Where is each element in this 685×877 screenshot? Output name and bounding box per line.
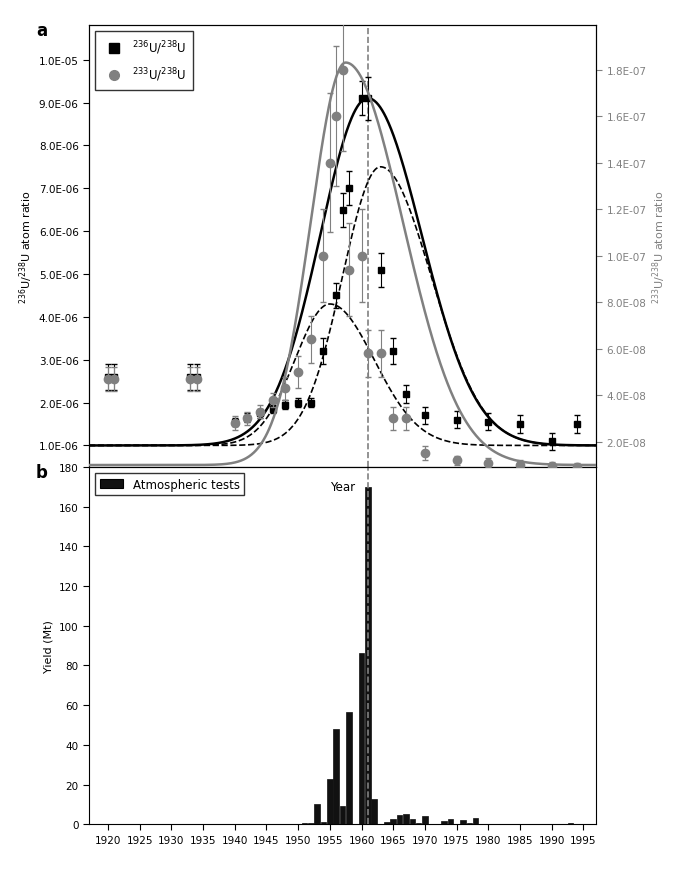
Bar [365,488,371,824]
Text: a: a [36,22,47,39]
Bar [403,814,408,824]
Bar [346,712,351,824]
Bar [334,729,339,824]
Y-axis label: $^{236}$U/$^{238}$U atom ratio: $^{236}$U/$^{238}$U atom ratio [17,190,34,303]
Bar [390,818,396,824]
Bar [473,818,478,824]
Y-axis label: Yield (Mt): Yield (Mt) [43,619,53,673]
Bar [460,820,466,824]
Bar [397,815,402,824]
Bar [416,823,421,824]
Legend: Atmospheric tests: Atmospheric tests [95,474,245,496]
Bar [308,823,314,824]
Bar [384,822,390,824]
Bar [441,821,447,824]
Bar [321,822,326,824]
Text: b: b [36,464,48,481]
Bar [371,800,377,824]
Text: Year: Year [330,481,355,493]
Bar [359,652,364,824]
Bar [327,780,332,824]
Bar [410,819,415,824]
Legend: $^{236}$U/$^{238}$U, $^{233}$U/$^{238}$U: $^{236}$U/$^{238}$U, $^{233}$U/$^{238}$U [95,32,193,91]
Bar [466,823,472,824]
Bar [340,807,345,824]
Bar [568,823,573,824]
Bar [447,818,453,824]
Y-axis label: $^{233}$U/$^{238}$U atom ratio: $^{233}$U/$^{238}$U atom ratio [651,190,668,303]
Bar [422,816,427,824]
Bar [314,804,320,824]
